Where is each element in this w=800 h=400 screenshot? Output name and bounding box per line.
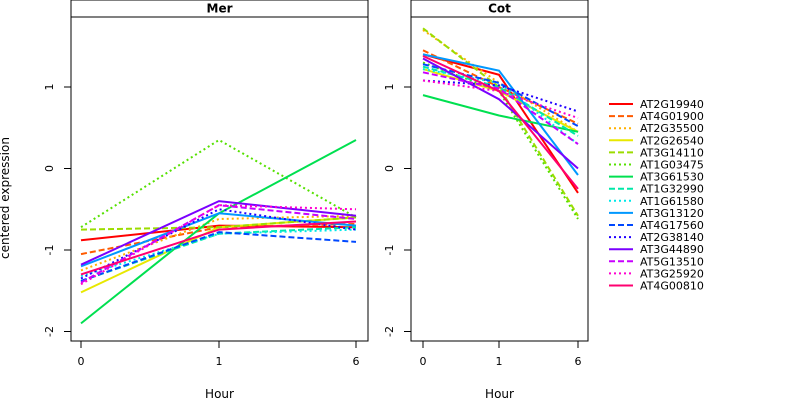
series-line-AT3G61530 [422, 94, 579, 133]
legend-label: AT2G38140 [640, 231, 704, 244]
x-axis-title: Hour [485, 387, 514, 400]
series-line-AT4G17560 [422, 63, 579, 127]
x-tick-label: 0 [78, 355, 85, 368]
legend-label: AT3G14110 [640, 146, 704, 159]
legend-label: AT2G35500 [640, 122, 704, 135]
series-line-AT3G13120 [422, 53, 579, 176]
x-tick-label: 6 [575, 355, 582, 368]
series-line-AT3G25920 [80, 204, 357, 286]
x-tick-label: 1 [216, 355, 223, 368]
y-tick-label: 1 [43, 84, 56, 91]
series-line-AT3G14110 [422, 27, 579, 217]
legend-label: AT2G19940 [640, 98, 704, 111]
x-axis-title: Hour [205, 387, 234, 400]
series-line-AT5G13510 [80, 204, 357, 284]
legend-label: AT4G00810 [640, 280, 704, 293]
y-tick-label: -2 [383, 326, 396, 337]
legend-label: AT1G61580 [640, 195, 704, 208]
legend-label: AT4G17560 [640, 219, 704, 232]
series-line-AT2G38140 [422, 79, 579, 113]
legend-label: AT3G44890 [640, 243, 704, 256]
panel-cot: Cot 0 1 6 -2 -1 0 1 Hour [383, 0, 589, 400]
plot-frame [70, 16, 369, 342]
series-line-AT1G03475 [422, 61, 579, 220]
series-line-AT2G19940 [80, 224, 357, 242]
series-line-AT5G13510 [422, 71, 579, 145]
legend-label: AT2G26540 [640, 134, 704, 147]
series-line-AT1G32990 [422, 65, 579, 137]
series-line-AT2G38140 [80, 208, 357, 280]
x-tick-label: 0 [420, 355, 427, 368]
y-tick-label: -1 [43, 245, 56, 256]
series-line-AT1G61580 [80, 228, 357, 278]
series-line-AT3G44890 [80, 200, 357, 266]
y-tick-label: -1 [383, 245, 396, 256]
panel-title: Mer [207, 2, 233, 16]
x-tick-label: 6 [353, 355, 360, 368]
legend: AT2G19940AT4G01900AT2G35500AT2G26540AT3G… [609, 98, 704, 293]
y-tick-label: 1 [383, 84, 396, 91]
legend-label: AT1G03475 [640, 159, 704, 172]
series-line-AT1G61580 [422, 68, 579, 145]
series-line-AT4G01900 [422, 49, 579, 125]
legend-label: AT3G13120 [640, 207, 704, 220]
y-tick-label: 0 [383, 165, 396, 172]
panel-mer: Mer 0 1 6 -2 -1 0 1 Hour [43, 0, 369, 400]
y-tick-label: -2 [43, 326, 56, 337]
series-line-AT3G13120 [80, 212, 357, 268]
panel-title: Cot [488, 2, 511, 16]
y-tick-label: 0 [43, 165, 56, 172]
series-line-AT4G00810 [80, 220, 357, 276]
series-line-AT3G44890 [422, 57, 579, 170]
legend-label: AT5G13510 [640, 255, 704, 268]
x-tick-label: 1 [496, 355, 503, 368]
y-axis-title: centered expression [0, 137, 12, 259]
legend-label: AT3G25920 [640, 267, 704, 280]
series-line-AT4G00810 [422, 55, 579, 190]
series-line-AT4G17560 [80, 231, 357, 282]
legend-label: AT1G32990 [640, 183, 704, 196]
series-line-AT2G19940 [422, 53, 579, 194]
legend-label: AT3G61530 [640, 171, 704, 184]
legend-label: AT4G01900 [640, 110, 704, 123]
